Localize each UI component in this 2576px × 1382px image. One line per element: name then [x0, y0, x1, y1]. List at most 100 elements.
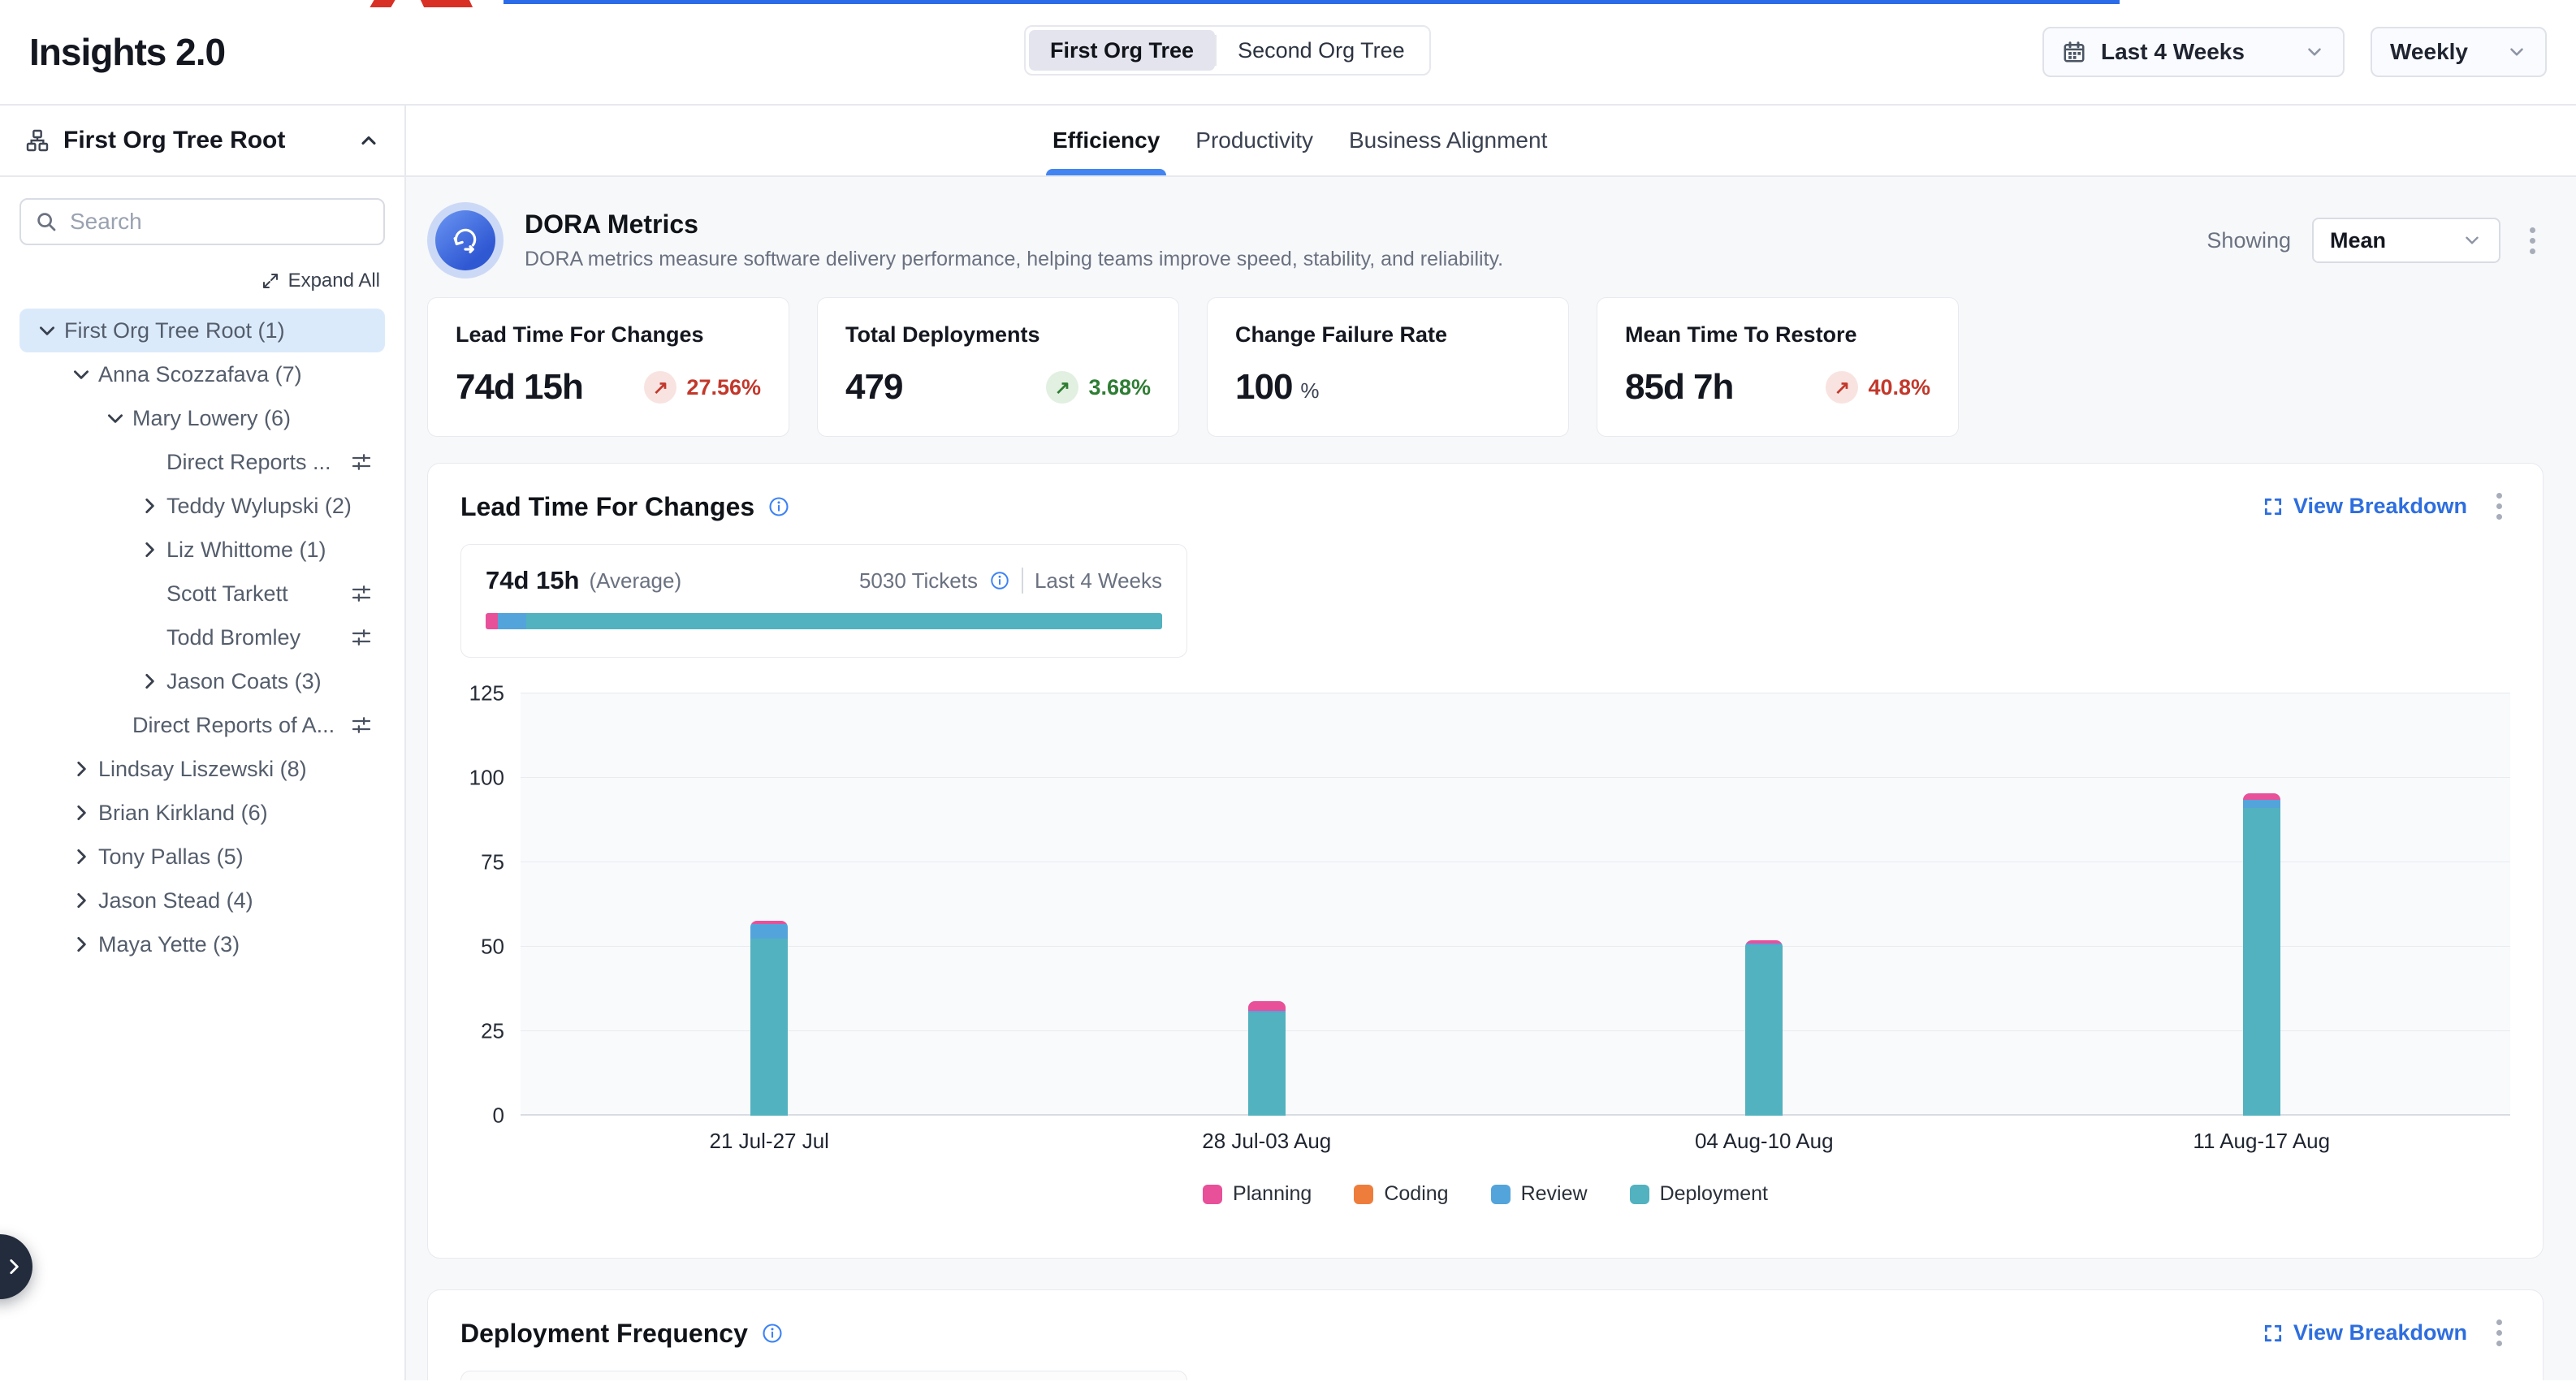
legend-item-review[interactable]: Review	[1491, 1182, 1588, 1206]
chevron-right-icon[interactable]	[71, 758, 98, 780]
tree-item-label: Maya Yette (3)	[98, 932, 240, 957]
stat-card-total-deployments: Total Deployments479↗3.68%	[817, 297, 1179, 437]
tree-item-jason-stead-4[interactable]: Jason Stead (4)	[19, 879, 385, 922]
bar-segment-deployment	[2243, 808, 2280, 1116]
kebab-menu-icon[interactable]	[2488, 488, 2510, 525]
legend-item-deployment[interactable]: Deployment	[1630, 1182, 1768, 1206]
trend-delta: 27.56%	[686, 375, 761, 400]
showing-mean-select[interactable]: Mean	[2312, 218, 2500, 263]
tree-item-lindsay-liszewski-8[interactable]: Lindsay Liszewski (8)	[19, 747, 385, 791]
y-tick-label: 125	[469, 681, 504, 706]
app-title: Insights 2.0	[29, 30, 225, 74]
chart-y-axis: 0255075100125	[460, 693, 521, 1116]
tree-item-label: Scott Tarkett	[166, 581, 288, 607]
tab-productivity[interactable]: Productivity	[1195, 106, 1313, 175]
expand-all-label: Expand All	[288, 270, 380, 292]
deployment-title-text: Deployment Frequency	[460, 1315, 748, 1351]
chevron-down-icon[interactable]	[71, 364, 98, 385]
tree-item-label: Lindsay Liszewski (8)	[98, 757, 307, 782]
legend-swatch	[1630, 1185, 1649, 1204]
expand-corners-icon	[2263, 1323, 2284, 1344]
chevron-right-icon[interactable]	[71, 934, 98, 955]
tree-item-label: First Org Tree Root (1)	[64, 318, 285, 343]
tree-item-liz-whittome-1[interactable]: Liz Whittome (1)	[19, 528, 385, 572]
search-input[interactable]	[70, 209, 370, 235]
filter-sliders-icon[interactable]	[349, 581, 374, 606]
chevron-right-icon[interactable]	[139, 539, 166, 560]
kebab-menu-icon[interactable]	[2522, 222, 2544, 259]
toggle-second-org-tree[interactable]: Second Org Tree	[1217, 30, 1426, 71]
tree-item-label: Liz Whittome (1)	[166, 538, 326, 563]
sidebar-root-label: First Org Tree Root	[63, 127, 285, 154]
chart-legend: Planning Coding Review Deployment	[460, 1182, 2510, 1206]
x-tick-label: 04 Aug-10 Aug	[1695, 1129, 1834, 1154]
stat-card-change-failure-rate: Change Failure Rate100%	[1207, 297, 1569, 437]
tree-item-jason-coats-3[interactable]: Jason Coats (3)	[19, 659, 385, 703]
stat-value: 479	[845, 367, 902, 408]
y-tick-label: 100	[469, 766, 504, 791]
deployment-title: Deployment Frequency	[460, 1315, 784, 1351]
view-breakdown-button[interactable]: View Breakdown	[2263, 494, 2467, 519]
chevron-right-icon[interactable]	[139, 671, 166, 692]
stat-value: 100	[1235, 367, 1292, 408]
bar-04-aug-10-aug[interactable]	[1745, 940, 1783, 1116]
stat-label: Mean Time To Restore	[1625, 322, 1930, 348]
view-breakdown-button[interactable]: View Breakdown	[2263, 1320, 2467, 1345]
tab-business-alignment[interactable]: Business Alignment	[1349, 106, 1547, 175]
tree-item-tony-pallas-5[interactable]: Tony Pallas (5)	[19, 835, 385, 879]
info-icon[interactable]	[767, 495, 790, 518]
legend-item-coding[interactable]: Coding	[1354, 1182, 1448, 1206]
phase-distribution-bar	[486, 613, 1162, 629]
tree-item-first-org-tree-root-1[interactable]: First Org Tree Root (1)	[19, 309, 385, 352]
bar-segment-review	[2243, 800, 2280, 808]
main-area: Efficiency Productivity Business Alignme…	[406, 106, 2576, 1380]
lead-time-actions: View Breakdown	[2263, 488, 2510, 525]
lead-time-panel-header: Lead Time For Changes View Breakdown	[460, 464, 2510, 525]
chevron-down-icon[interactable]	[37, 320, 64, 341]
date-range-select[interactable]: Last 4 Weeks	[2042, 27, 2345, 77]
chevron-up-icon[interactable]	[357, 129, 380, 152]
bar-segment-deployment	[1745, 945, 1783, 1116]
deployment-frequency-panel: Deployment Frequency View Breakdown	[427, 1289, 2544, 1380]
legend-item-planning[interactable]: Planning	[1203, 1182, 1312, 1206]
legend-label: Deployment	[1660, 1182, 1768, 1206]
tree-item-todd-bromley[interactable]: Todd Bromley	[19, 615, 385, 659]
filter-sliders-icon[interactable]	[349, 625, 374, 650]
chart-x-axis: 21 Jul-27 Jul28 Jul-03 Aug04 Aug-10 Aug1…	[521, 1129, 2510, 1161]
tree-item-brian-kirkland-6[interactable]: Brian Kirkland (6)	[19, 791, 385, 835]
filter-sliders-icon[interactable]	[349, 713, 374, 737]
bar-21-jul-27-jul[interactable]	[750, 921, 788, 1116]
expand-all-button[interactable]: Expand All	[19, 270, 380, 292]
trend-delta: 40.8%	[1868, 375, 1930, 400]
tree-item-direct-reports[interactable]: Direct Reports ...	[19, 440, 385, 484]
tree-item-teddy-wylupski-2[interactable]: Teddy Wylupski (2)	[19, 484, 385, 528]
tree-item-mary-lowery-6[interactable]: Mary Lowery (6)	[19, 396, 385, 440]
chevron-down-icon[interactable]	[105, 408, 132, 429]
red-artifact	[421, 0, 473, 7]
chevron-right-icon[interactable]	[71, 890, 98, 911]
toggle-first-org-tree[interactable]: First Org Tree	[1029, 30, 1215, 71]
tree-item-maya-yette-3[interactable]: Maya Yette (3)	[19, 922, 385, 966]
summary-average-value: 74d 15h	[486, 566, 579, 595]
tree-item-label: Todd Bromley	[166, 625, 300, 650]
tree-item-anna-scozzafava-7[interactable]: Anna Scozzafava (7)	[19, 352, 385, 396]
x-tick-label: 21 Jul-27 Jul	[710, 1129, 829, 1154]
chevron-right-icon[interactable]	[71, 802, 98, 823]
legend-swatch	[1203, 1185, 1222, 1204]
distribution-segment-review	[498, 613, 526, 629]
info-icon[interactable]	[761, 1322, 784, 1345]
trend-badge: ↗40.8%	[1826, 371, 1930, 404]
gridline	[521, 1030, 2510, 1031]
chevron-right-icon[interactable]	[139, 495, 166, 516]
bar-11-aug-17-aug[interactable]	[2243, 793, 2280, 1116]
tab-efficiency[interactable]: Efficiency	[1052, 106, 1160, 175]
bar-28-jul-03-aug[interactable]	[1248, 1001, 1286, 1116]
granularity-select[interactable]: Weekly	[2371, 27, 2547, 77]
filter-sliders-icon[interactable]	[349, 450, 374, 474]
tree-item-direct-reports-of-a[interactable]: Direct Reports of A...	[19, 703, 385, 747]
chevron-right-icon[interactable]	[71, 846, 98, 867]
stat-card-lead-time-for-changes: Lead Time For Changes74d 15h↗27.56%	[427, 297, 789, 437]
tree-item-scott-tarkett[interactable]: Scott Tarkett	[19, 572, 385, 615]
kebab-menu-icon[interactable]	[2488, 1315, 2510, 1351]
info-icon[interactable]	[989, 570, 1010, 591]
